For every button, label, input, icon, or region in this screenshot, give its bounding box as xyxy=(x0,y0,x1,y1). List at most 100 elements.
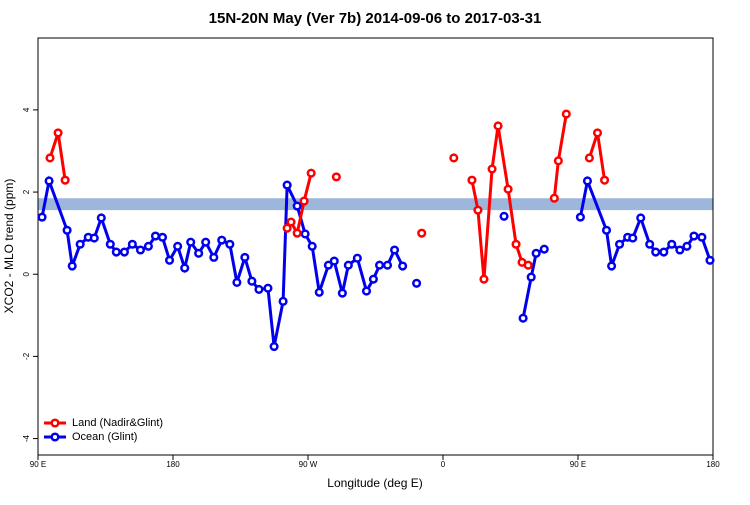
data-point xyxy=(531,248,541,258)
data-point xyxy=(329,256,339,266)
data-point xyxy=(628,233,638,243)
data-point xyxy=(523,260,533,270)
data-point xyxy=(89,233,99,243)
data-point xyxy=(553,156,563,166)
data-point xyxy=(697,232,707,242)
data-point xyxy=(499,211,509,221)
x-axis-label: Longitude (deg E) xyxy=(327,476,422,490)
data-point xyxy=(300,229,310,239)
data-point xyxy=(651,247,661,257)
data-point xyxy=(675,245,685,255)
reference-band xyxy=(38,198,713,211)
data-point xyxy=(254,284,264,294)
data-point xyxy=(60,175,70,185)
data-point xyxy=(539,244,549,254)
data-point xyxy=(44,176,54,186)
data-point xyxy=(240,252,250,262)
y-tick-label: -4 xyxy=(22,434,31,442)
data-point xyxy=(314,287,324,297)
data-point xyxy=(337,288,347,298)
data-point xyxy=(292,228,302,238)
data-point xyxy=(67,261,77,271)
legend-label: Land (Nadir&Glint) xyxy=(72,417,163,429)
data-point xyxy=(607,261,617,271)
data-point xyxy=(247,276,257,286)
data-point xyxy=(636,213,646,223)
x-tick-label: 180 xyxy=(166,460,180,469)
data-point xyxy=(331,172,341,182)
y-axis-label: XCO2 - MLO trend (ppm) xyxy=(2,179,16,314)
data-point xyxy=(173,241,183,251)
data-point xyxy=(278,296,288,306)
data-point xyxy=(473,205,483,215)
x-tick-label: 90 E xyxy=(30,460,46,469)
data-point xyxy=(299,196,309,206)
data-point xyxy=(526,272,536,282)
data-point xyxy=(150,231,160,241)
data-point xyxy=(689,231,699,241)
data-point xyxy=(352,253,362,263)
data-point xyxy=(306,168,316,178)
x-tick-label: 180 xyxy=(706,460,720,469)
legend-marker xyxy=(50,418,60,428)
data-point xyxy=(412,278,422,288)
legend-marker xyxy=(50,432,60,442)
data-point xyxy=(217,235,227,245)
data-point xyxy=(286,217,296,227)
data-point xyxy=(487,164,497,174)
data-point xyxy=(186,237,196,247)
data-point xyxy=(307,241,317,251)
data-point xyxy=(390,245,400,255)
data-point xyxy=(143,241,153,251)
data-point xyxy=(157,232,168,242)
data-point xyxy=(323,260,333,270)
y-tick-label: 4 xyxy=(22,107,31,112)
data-point xyxy=(343,260,353,270)
data-point xyxy=(615,239,625,249)
data-point xyxy=(75,239,85,249)
data-point xyxy=(561,109,571,119)
data-point xyxy=(62,225,72,235)
x-tick-label: 90 W xyxy=(299,460,318,469)
data-point xyxy=(368,274,378,284)
data-point xyxy=(375,260,385,270)
data-point xyxy=(37,212,47,222)
data-point xyxy=(503,184,513,194)
legend-label: Ocean (Glint) xyxy=(72,431,137,443)
data-point xyxy=(467,175,477,185)
data-point xyxy=(269,341,279,352)
data-point xyxy=(398,261,408,271)
y-tick-label: 0 xyxy=(22,271,31,276)
data-point xyxy=(194,248,204,258)
data-point xyxy=(119,247,129,257)
data-point xyxy=(518,313,528,323)
data-point xyxy=(45,153,55,163)
series-line xyxy=(48,113,607,280)
data-point xyxy=(209,252,219,262)
data-point xyxy=(165,255,175,265)
x-tick-label: 0 xyxy=(441,460,446,469)
chart-title: 15N-20N May (Ver 7b) 2014-09-06 to 2017-… xyxy=(209,10,542,27)
data-point xyxy=(705,255,715,265)
data-point xyxy=(135,245,145,255)
data-point xyxy=(549,193,559,203)
data-point xyxy=(601,225,612,235)
data-point xyxy=(225,239,235,249)
data-point xyxy=(382,260,393,270)
plot-frame xyxy=(37,37,714,456)
data-point xyxy=(292,201,302,211)
data-point xyxy=(645,239,655,249)
data-point xyxy=(180,263,190,273)
data-point xyxy=(105,239,115,249)
data-point xyxy=(584,153,594,163)
data-point xyxy=(417,228,427,238)
data-point xyxy=(263,283,273,293)
y-tick-label: -2 xyxy=(22,352,31,360)
x-tick-label: 90 E xyxy=(570,460,586,469)
y-tick-label: 2 xyxy=(22,189,31,194)
data-point xyxy=(96,213,106,223)
data-point xyxy=(592,128,603,138)
data-point xyxy=(600,175,610,185)
data-point xyxy=(361,286,372,296)
